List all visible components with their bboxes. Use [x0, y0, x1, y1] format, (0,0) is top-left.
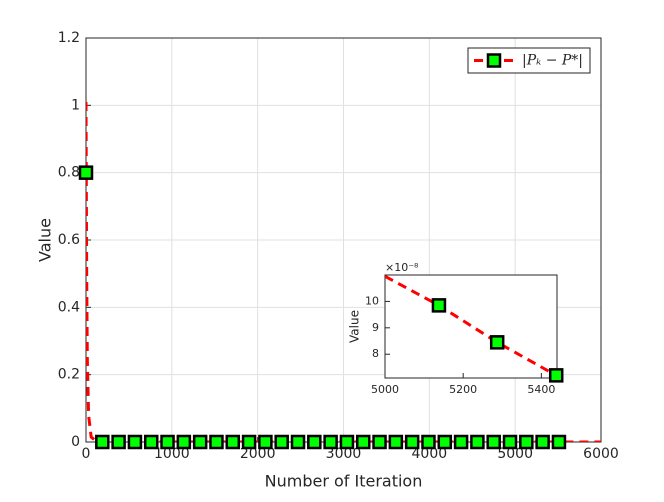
data-marker — [323, 434, 338, 450]
y-axis-label: Value — [36, 218, 55, 262]
x-tick-label: 5000 — [371, 383, 399, 396]
data-marker — [258, 434, 273, 450]
data-marker — [241, 434, 257, 450]
data-marker — [535, 434, 550, 450]
data-marker — [78, 165, 94, 180]
data-marker — [519, 434, 534, 450]
data-marker — [143, 434, 159, 450]
x-tick-label: 1000 — [154, 446, 190, 462]
data-marker — [388, 434, 404, 450]
data-line — [385, 275, 557, 377]
y-tick-label: 9 — [372, 321, 379, 334]
data-marker — [225, 434, 241, 450]
y-exponent-label: ×10⁻⁸ — [385, 261, 419, 274]
x-tick-label: 5200 — [449, 383, 477, 396]
data-marker — [453, 434, 469, 450]
y-tick-label: 8 — [372, 347, 379, 360]
data-marker — [431, 298, 447, 313]
y-tick-label: 10 — [365, 294, 379, 307]
y-tick-label: 1.2 — [58, 30, 80, 46]
x-tick-label: 2000 — [240, 446, 276, 462]
main-chart: 0 1000 2000 3000 4000 5000 6000 0 0.2 0.4 0.6 0.8 1 1… — [36, 30, 619, 491]
data-marker — [551, 434, 567, 450]
y-tick-label: 0.4 — [58, 299, 80, 315]
data-marker — [502, 434, 518, 450]
data-marker — [176, 434, 192, 450]
data-marker — [307, 434, 322, 450]
x-tick-label: 4000 — [412, 446, 448, 462]
data-marker — [274, 434, 289, 450]
x-tick-label: 5000 — [497, 446, 533, 462]
y-tick-label: 0.8 — [58, 165, 80, 181]
x-tick-label: 5400 — [527, 383, 555, 396]
data-marker — [290, 434, 306, 450]
legend-label: |Pₖ − P*| — [522, 53, 583, 69]
x-tick-label: 0 — [82, 446, 91, 462]
data-marker — [404, 434, 420, 450]
data-marker — [209, 434, 224, 450]
y-axis-label: Value — [348, 310, 362, 343]
axes-box — [384, 274, 558, 379]
x-tick-label: 3000 — [326, 446, 362, 462]
data-marker — [470, 434, 485, 450]
legend-marker — [486, 53, 502, 68]
y-tick-label: 0 — [71, 434, 80, 450]
data-marker — [548, 368, 564, 383]
data-marker — [160, 434, 175, 450]
data-marker — [339, 434, 355, 450]
data-marker — [95, 434, 110, 450]
y-tick-label: 1 — [71, 97, 80, 113]
data-marker — [127, 434, 143, 450]
legend: |Pₖ − P*| — [467, 47, 591, 74]
x-axis-label: Number of Iteration — [265, 472, 423, 491]
data-marker — [486, 434, 501, 450]
data-marker — [489, 335, 505, 350]
x-tick-label: 6000 — [583, 446, 619, 462]
legend-box — [467, 47, 591, 74]
y-tick-label: 0.6 — [58, 232, 80, 248]
data-marker — [372, 434, 387, 450]
data-marker — [192, 434, 208, 450]
data-marker — [421, 434, 436, 450]
data-marker — [355, 434, 371, 450]
data-marker — [437, 434, 453, 450]
y-tick-label: 0.2 — [58, 367, 80, 383]
data-marker — [111, 434, 126, 450]
